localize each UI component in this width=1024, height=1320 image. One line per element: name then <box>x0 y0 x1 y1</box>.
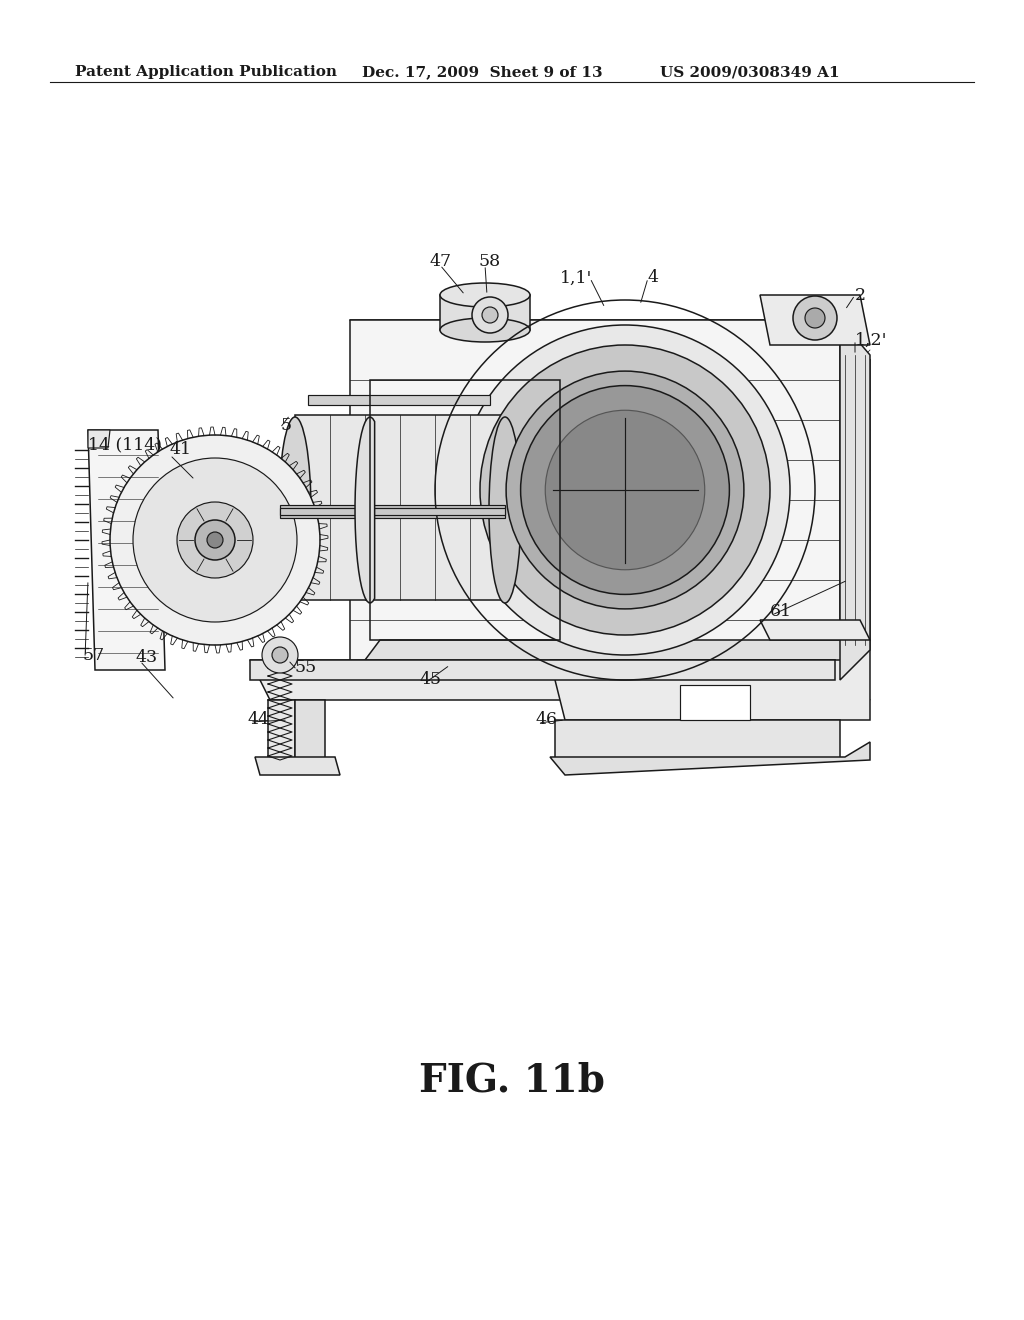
Circle shape <box>262 638 298 673</box>
Polygon shape <box>355 417 375 603</box>
Ellipse shape <box>489 417 521 603</box>
Ellipse shape <box>440 282 530 308</box>
Text: US 2009/0308349 A1: US 2009/0308349 A1 <box>660 65 840 79</box>
Ellipse shape <box>440 318 530 342</box>
Text: 47: 47 <box>430 253 453 271</box>
Polygon shape <box>350 640 870 680</box>
Text: 46: 46 <box>535 711 557 729</box>
Circle shape <box>805 308 825 327</box>
Circle shape <box>482 308 498 323</box>
Polygon shape <box>308 395 490 405</box>
Circle shape <box>207 532 223 548</box>
Text: 58: 58 <box>478 253 500 271</box>
Text: 61: 61 <box>770 603 792 620</box>
Circle shape <box>177 502 253 578</box>
Polygon shape <box>88 430 110 447</box>
Circle shape <box>195 520 234 560</box>
Polygon shape <box>350 319 840 680</box>
Polygon shape <box>680 685 750 719</box>
Text: FIG. 11b: FIG. 11b <box>419 1061 605 1100</box>
Polygon shape <box>295 414 505 601</box>
Circle shape <box>110 436 319 645</box>
Polygon shape <box>255 756 340 775</box>
Text: 1,2': 1,2' <box>855 331 888 348</box>
Polygon shape <box>840 319 870 680</box>
Circle shape <box>133 458 297 622</box>
Polygon shape <box>760 294 870 345</box>
Polygon shape <box>88 430 165 671</box>
Text: 1,1': 1,1' <box>560 269 592 286</box>
Polygon shape <box>295 700 325 760</box>
Circle shape <box>472 297 508 333</box>
Ellipse shape <box>480 345 770 635</box>
Text: 55: 55 <box>295 660 317 676</box>
Text: 5: 5 <box>280 417 291 433</box>
Polygon shape <box>250 660 870 700</box>
Text: 4: 4 <box>648 269 659 286</box>
Text: Dec. 17, 2009  Sheet 9 of 13: Dec. 17, 2009 Sheet 9 of 13 <box>362 65 603 79</box>
Polygon shape <box>350 319 870 360</box>
Ellipse shape <box>520 385 729 594</box>
Polygon shape <box>280 508 505 515</box>
Text: 57: 57 <box>82 647 104 664</box>
Polygon shape <box>268 700 295 760</box>
Polygon shape <box>840 319 870 680</box>
Polygon shape <box>550 640 870 719</box>
Text: 45: 45 <box>420 672 442 689</box>
Polygon shape <box>760 620 870 640</box>
Polygon shape <box>280 506 505 517</box>
Ellipse shape <box>279 417 311 603</box>
Polygon shape <box>250 660 835 680</box>
Text: 44: 44 <box>248 711 270 729</box>
Polygon shape <box>555 719 840 760</box>
Circle shape <box>272 647 288 663</box>
Ellipse shape <box>506 371 743 609</box>
Polygon shape <box>550 742 870 775</box>
Text: Patent Application Publication: Patent Application Publication <box>75 65 337 79</box>
Text: 43: 43 <box>135 649 157 667</box>
Ellipse shape <box>545 411 705 570</box>
Circle shape <box>793 296 837 341</box>
Polygon shape <box>440 294 530 330</box>
Text: 41: 41 <box>170 441 193 458</box>
Text: 2: 2 <box>855 286 866 304</box>
Text: 14 (114): 14 (114) <box>88 437 162 454</box>
Ellipse shape <box>460 325 790 655</box>
